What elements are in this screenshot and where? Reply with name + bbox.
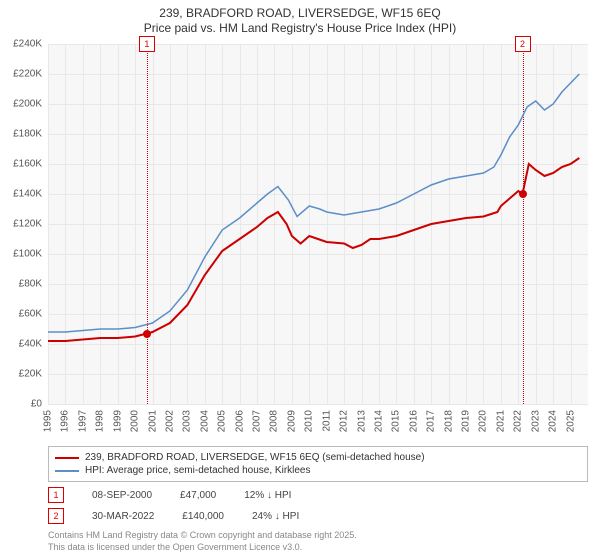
y-tick-label: £0	[0, 399, 42, 410]
legend-label-hpi: HPI: Average price, semi-detached house,…	[85, 465, 311, 476]
x-tick-label: 2018	[443, 410, 454, 432]
x-tick-label: 2010	[304, 410, 315, 432]
x-tick-label: 2019	[461, 410, 472, 432]
y-tick-label: £140K	[0, 189, 42, 200]
y-tick-label: £20K	[0, 369, 42, 380]
x-tick-label: 2003	[182, 410, 193, 432]
sale-diff: 24% ↓ HPI	[252, 511, 299, 522]
x-tick-label: 2009	[286, 410, 297, 432]
chart-area: 12 £0£20K£40K£60K£80K£100K£120K£140K£160…	[48, 44, 588, 404]
legend-swatch-hpi	[55, 470, 79, 472]
x-tick-label: 2017	[426, 410, 437, 432]
sale-price: £140,000	[182, 511, 224, 522]
x-tick-label: 2023	[530, 410, 541, 432]
x-tick-label: 2022	[513, 410, 524, 432]
chart-lines	[48, 44, 588, 404]
x-tick-label: 2007	[252, 410, 263, 432]
legend-swatch-price-paid	[55, 457, 79, 459]
sale-row-2: 2 30-MAR-2022 £140,000 24% ↓ HPI	[48, 508, 588, 524]
legend-label-price-paid: 239, BRADFORD ROAD, LIVERSEDGE, WF15 6EQ…	[85, 452, 425, 463]
sale-date: 30-MAR-2022	[92, 511, 154, 522]
x-tick-label: 2021	[495, 410, 506, 432]
x-tick-label: 1997	[77, 410, 88, 432]
x-tick-label: 2025	[565, 410, 576, 432]
x-tick-label: 2011	[321, 410, 332, 432]
sale-marker-icon: 1	[48, 487, 64, 503]
title-line-1: 239, BRADFORD ROAD, LIVERSEDGE, WF15 6EQ	[0, 6, 600, 21]
x-tick-label: 2012	[339, 410, 350, 432]
sale-row-1: 1 08-SEP-2000 £47,000 12% ↓ HPI	[48, 487, 588, 503]
x-tick-label: 2000	[130, 410, 141, 432]
x-tick-label: 2015	[391, 410, 402, 432]
x-tick-label: 2013	[356, 410, 367, 432]
legend-area: 239, BRADFORD ROAD, LIVERSEDGE, WF15 6EQ…	[48, 446, 588, 553]
y-tick-label: £120K	[0, 219, 42, 230]
x-tick-label: 1995	[43, 410, 54, 432]
y-tick-label: £240K	[0, 39, 42, 50]
sale-diff: 12% ↓ HPI	[244, 490, 291, 501]
x-tick-label: 2005	[217, 410, 228, 432]
x-tick-label: 2004	[199, 410, 210, 432]
y-tick-label: £200K	[0, 99, 42, 110]
legend-row-price-paid: 239, BRADFORD ROAD, LIVERSEDGE, WF15 6EQ…	[55, 451, 581, 464]
x-tick-label: 2020	[478, 410, 489, 432]
sale-marker-icon: 2	[48, 508, 64, 524]
chart-container: 239, BRADFORD ROAD, LIVERSEDGE, WF15 6EQ…	[0, 0, 600, 560]
y-tick-label: £60K	[0, 309, 42, 320]
footer-line-1: Contains HM Land Registry data © Crown c…	[48, 530, 588, 542]
sale-date: 08-SEP-2000	[92, 490, 152, 501]
x-tick-label: 2006	[234, 410, 245, 432]
x-tick-label: 2014	[373, 410, 384, 432]
x-tick-label: 2008	[269, 410, 280, 432]
series-line-price_paid	[48, 158, 579, 341]
x-tick-label: 2024	[548, 410, 559, 432]
y-tick-label: £80K	[0, 279, 42, 290]
series-line-hpi	[48, 74, 579, 332]
x-tick-label: 2002	[164, 410, 175, 432]
legend-box: 239, BRADFORD ROAD, LIVERSEDGE, WF15 6EQ…	[48, 446, 588, 482]
x-tick-label: 1996	[60, 410, 71, 432]
y-tick-label: £180K	[0, 129, 42, 140]
footer: Contains HM Land Registry data © Crown c…	[48, 530, 588, 553]
y-tick-label: £220K	[0, 69, 42, 80]
footer-line-2: This data is licensed under the Open Gov…	[48, 542, 588, 554]
x-tick-label: 2016	[408, 410, 419, 432]
y-tick-label: £160K	[0, 159, 42, 170]
legend-row-hpi: HPI: Average price, semi-detached house,…	[55, 464, 581, 477]
title-block: 239, BRADFORD ROAD, LIVERSEDGE, WF15 6EQ…	[0, 0, 600, 36]
x-tick-label: 2001	[147, 410, 158, 432]
sale-price: £47,000	[180, 490, 216, 501]
x-tick-label: 1999	[112, 410, 123, 432]
y-tick-label: £40K	[0, 339, 42, 350]
title-line-2: Price paid vs. HM Land Registry's House …	[0, 21, 600, 36]
y-tick-label: £100K	[0, 249, 42, 260]
x-tick-label: 1998	[95, 410, 106, 432]
